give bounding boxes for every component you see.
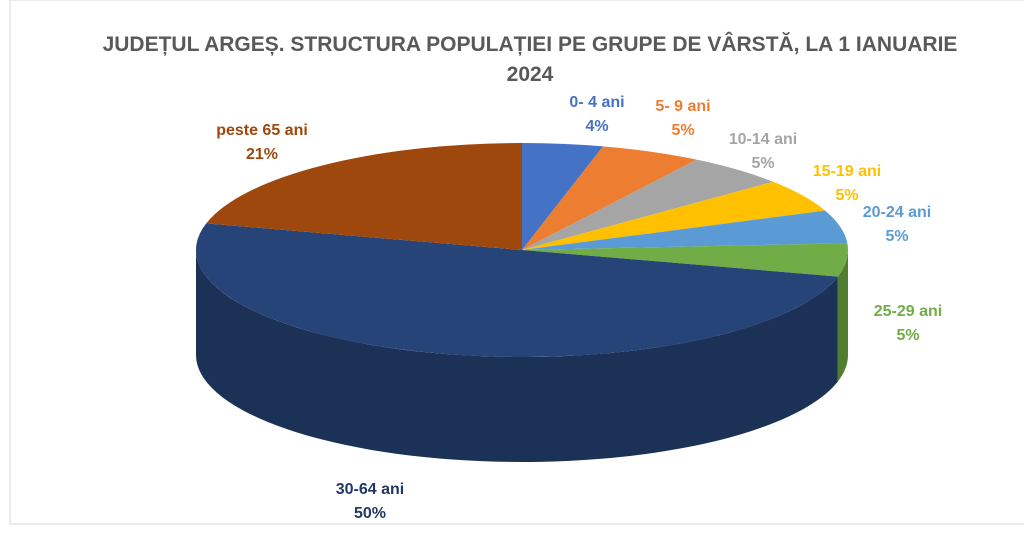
data-label-name: 5- 9 ani: [655, 98, 710, 115]
slice: [522, 243, 848, 277]
slice-side: [196, 250, 838, 462]
data-label-name: 10-14 ani: [729, 131, 797, 148]
slice: [206, 143, 522, 250]
slice: [522, 146, 697, 250]
slice: [195, 223, 838, 357]
slice: [522, 210, 848, 250]
slice: [522, 181, 826, 250]
data-label-value: 4%: [585, 118, 608, 135]
slice: [522, 159, 774, 250]
data-label-value: 21%: [246, 146, 278, 163]
data-label-value: 5%: [896, 327, 919, 344]
data-label-value: 50%: [354, 505, 386, 522]
slice: [522, 143, 604, 250]
chart-title: JUDEȚUL ARGEȘ. STRUCTURA POPULAȚIEI PE G…: [102, 33, 958, 86]
data-label-value: 5%: [671, 122, 694, 139]
data-label-name: 25-29 ani: [874, 303, 942, 320]
data-label-value: 5%: [835, 187, 858, 204]
data-label-value: 5%: [885, 228, 908, 245]
data-label-name: 30-64 ani: [336, 481, 404, 498]
data-label-name: peste 65 ani: [216, 122, 308, 139]
data-label-value: 5%: [751, 155, 774, 172]
data-label-name: 15-19 ani: [813, 163, 881, 180]
data-label-name: 20-24 ani: [863, 204, 931, 221]
data-label-name: 0- 4 ani: [569, 94, 624, 111]
slice-side: [837, 250, 848, 382]
frame: [9, 0, 1024, 525]
